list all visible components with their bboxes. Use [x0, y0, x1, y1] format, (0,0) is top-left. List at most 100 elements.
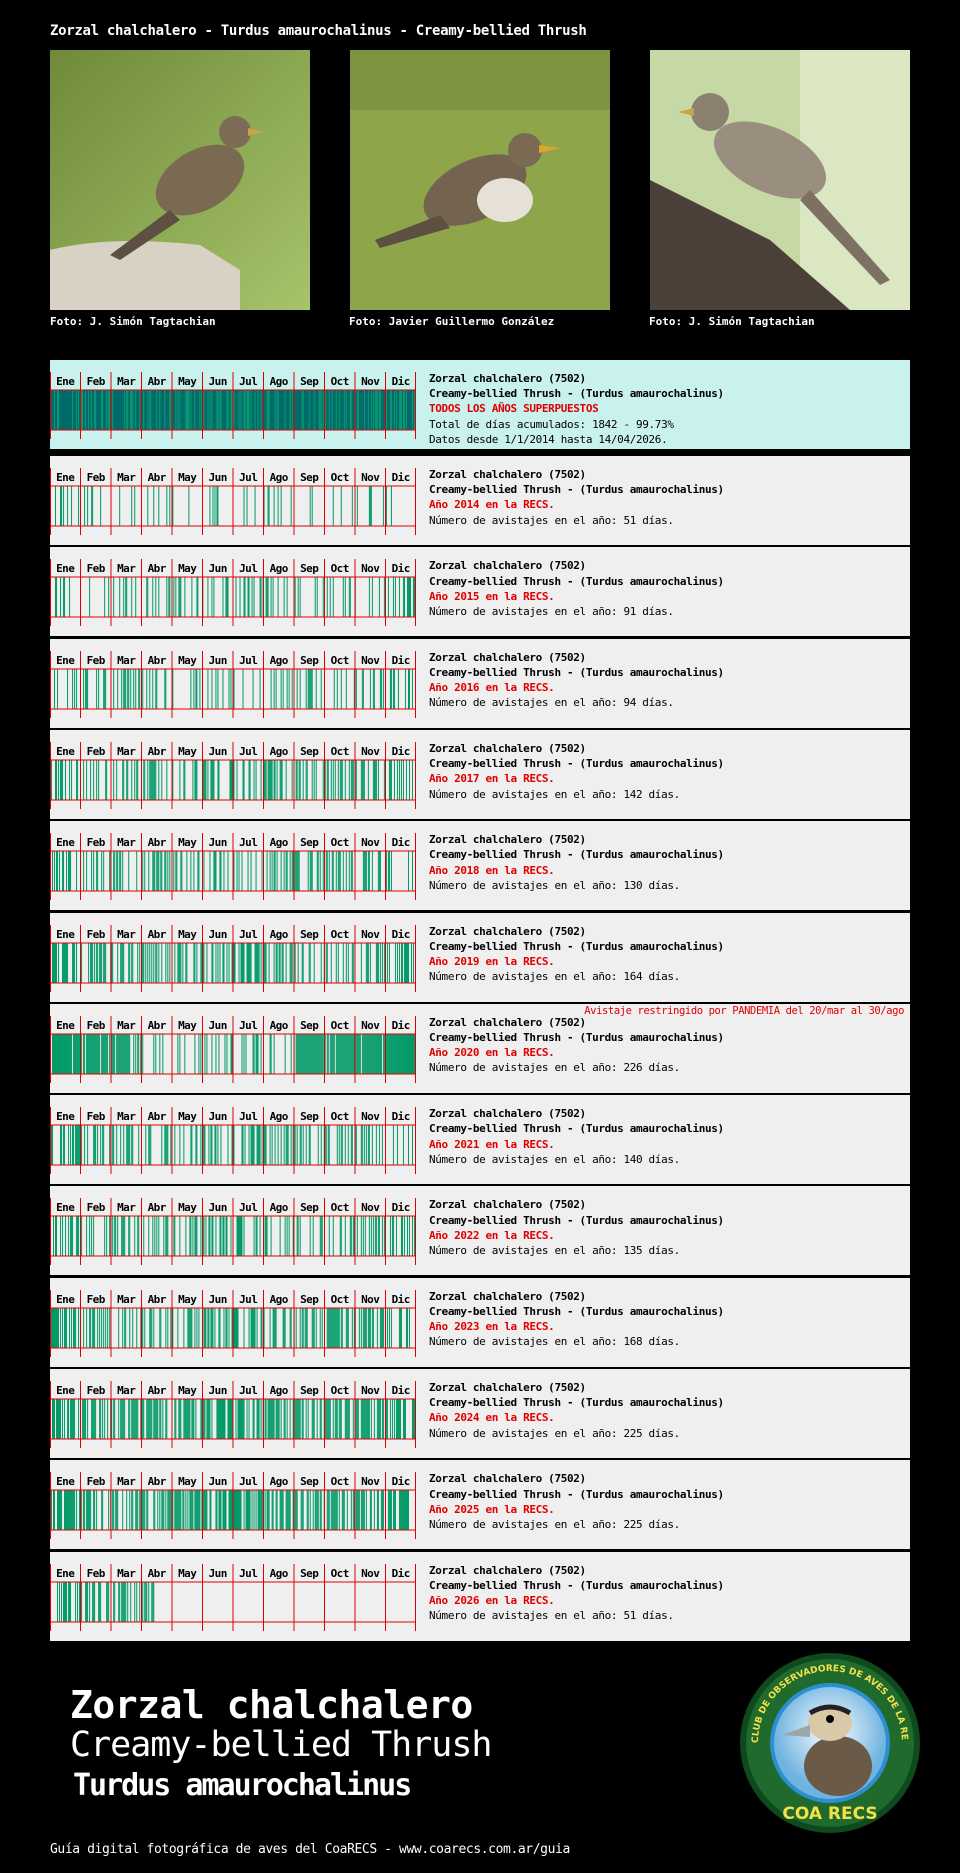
sighting-day-mark — [268, 1490, 269, 1530]
sighting-day-mark — [382, 943, 383, 983]
sighting-day-mark — [366, 1034, 367, 1074]
sighting-day-mark — [186, 943, 187, 983]
sighting-day-mark — [121, 669, 122, 709]
month-label: Abr — [148, 1293, 167, 1306]
sighting-day-mark — [235, 943, 236, 983]
sighting-day-mark — [323, 390, 324, 430]
sighting-day-mark — [320, 1216, 321, 1256]
sighting-day-mark — [220, 851, 221, 891]
sighting-day-mark — [356, 1125, 357, 1165]
sighting-day-mark — [334, 1308, 335, 1348]
sighting-day-mark — [143, 760, 144, 800]
sighting-day-mark — [397, 1034, 398, 1074]
sighting-day-mark — [197, 1490, 198, 1530]
sighting-day-mark — [115, 1216, 116, 1256]
photo-caption-2: Foto: Javier Guillermo González — [349, 315, 554, 328]
sighting-day-mark — [57, 1399, 58, 1439]
sighting-day-mark — [347, 1034, 348, 1074]
sighting-day-mark — [352, 1308, 353, 1348]
sighting-day-mark — [82, 1399, 83, 1439]
year-sightings-chart: Ene Feb Mar Abr May Jun Jul Ago Sep Oct Nov Dic — [50, 1186, 420, 1275]
month-label: Nov — [361, 1384, 380, 1397]
sighting-day-mark — [212, 943, 213, 983]
sighting-day-mark — [113, 1490, 114, 1530]
sighting-day-mark — [300, 1308, 301, 1348]
sighting-day-mark — [337, 1034, 338, 1074]
sighting-day-mark — [190, 390, 191, 430]
month-label: Mar — [117, 1201, 136, 1214]
sighting-day-mark — [357, 390, 358, 430]
sighting-day-mark — [244, 1399, 245, 1439]
sighting-day-mark — [291, 486, 292, 526]
sighting-day-mark — [353, 1034, 354, 1074]
sighting-day-mark — [102, 390, 103, 430]
sighting-day-mark — [190, 1490, 191, 1530]
sighting-day-mark — [88, 943, 89, 983]
sighting-day-mark — [408, 1125, 409, 1165]
sighting-day-mark — [273, 577, 274, 617]
sighting-day-mark — [66, 943, 67, 983]
sighting-day-mark — [173, 1216, 174, 1256]
sighting-day-mark — [390, 760, 391, 800]
sighting-day-mark — [93, 1399, 94, 1439]
sighting-day-mark — [57, 851, 58, 891]
sighting-day-mark — [327, 943, 328, 983]
sighting-day-mark — [272, 851, 273, 891]
sighting-day-mark — [281, 1490, 282, 1530]
pandemic-note: Avistaje restringido por PANDEMIA del 20… — [584, 1005, 904, 1017]
sighting-day-mark — [277, 1399, 278, 1439]
sighting-day-mark — [148, 1582, 149, 1622]
sighting-day-mark — [108, 577, 109, 617]
sighting-day-mark — [122, 1490, 123, 1530]
sighting-day-mark — [254, 1308, 255, 1348]
sighting-day-mark — [379, 1216, 380, 1256]
sighting-day-mark — [144, 760, 145, 800]
sighting-day-mark — [328, 1490, 329, 1530]
sighting-day-mark — [394, 1490, 395, 1530]
sighting-day-mark — [361, 760, 362, 800]
sighting-day-mark — [150, 1308, 151, 1348]
sighting-day-mark — [185, 1490, 186, 1530]
sighting-day-mark — [204, 1125, 205, 1165]
sighting-day-mark — [125, 1308, 126, 1348]
sighting-day-mark — [91, 1034, 92, 1074]
sighting-day-mark — [283, 1490, 284, 1530]
sighting-day-mark — [297, 1399, 298, 1439]
month-label: Ago — [270, 745, 289, 758]
sighting-day-mark — [280, 1216, 281, 1256]
sighting-day-mark — [317, 851, 318, 891]
sighting-day-mark — [93, 1582, 94, 1622]
month-label: Oct — [331, 836, 349, 849]
sighting-day-mark — [406, 1034, 407, 1074]
sighting-day-mark — [150, 1125, 151, 1165]
sighting-day-mark — [226, 390, 227, 430]
sighting-day-mark — [79, 1582, 80, 1622]
month-label: Oct — [331, 1110, 349, 1123]
sighting-day-mark — [83, 1399, 84, 1439]
sighting-day-mark — [76, 1216, 77, 1256]
sighting-day-mark — [266, 577, 267, 617]
sighting-day-mark — [114, 1034, 115, 1074]
sighting-day-mark — [237, 760, 238, 800]
sighting-day-mark — [156, 1399, 157, 1439]
sighting-day-mark — [317, 1490, 318, 1530]
sighting-day-mark — [279, 943, 280, 983]
sighting-day-mark — [356, 1490, 357, 1530]
sighting-day-mark — [352, 1125, 353, 1165]
sighting-day-mark — [412, 851, 413, 891]
sighting-day-mark — [179, 1034, 180, 1074]
sighting-day-mark — [359, 1490, 360, 1530]
month-label: Jun — [209, 928, 227, 941]
sighting-day-mark — [155, 577, 156, 617]
sighting-day-mark — [64, 1308, 65, 1348]
sighting-day-mark — [371, 390, 372, 430]
sighting-day-mark — [79, 1125, 80, 1165]
sighting-day-mark — [372, 577, 373, 617]
sighting-day-mark — [389, 1034, 390, 1074]
sighting-day-mark — [206, 943, 207, 983]
sighting-day-mark — [333, 851, 334, 891]
sighting-day-mark — [295, 577, 296, 617]
sighting-day-mark — [257, 1308, 258, 1348]
sighting-day-mark — [278, 577, 279, 617]
sighting-day-mark — [215, 851, 216, 891]
